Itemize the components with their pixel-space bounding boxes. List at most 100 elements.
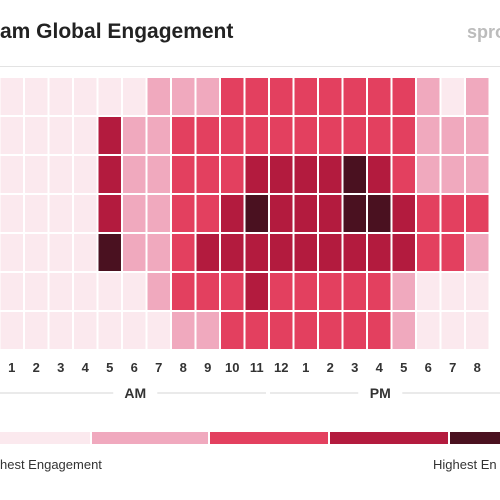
heatmap-cell (123, 234, 146, 271)
heatmap-cell (221, 117, 244, 154)
heatmap-cell (221, 156, 244, 193)
heatmap-cell (441, 234, 464, 271)
period-label: PM (370, 385, 391, 401)
legend-swatch (92, 432, 208, 444)
x-tick-label: 1 (8, 360, 15, 375)
heatmap-cell (417, 273, 440, 310)
heatmap-cell (368, 312, 391, 349)
heatmap-cell (123, 78, 146, 115)
heatmap-cell (466, 195, 489, 232)
heatmap-cell (441, 273, 464, 310)
heatmap-cell (368, 78, 391, 115)
heatmap-cell (392, 312, 415, 349)
heatmap-cell (392, 195, 415, 232)
heatmap-cell (196, 156, 219, 193)
heatmap-cell (221, 273, 244, 310)
heatmap-cell (74, 156, 97, 193)
x-tick-label: 7 (449, 360, 456, 375)
heatmap-cell (147, 156, 170, 193)
heatmap-cell (343, 195, 366, 232)
heatmap-cell (147, 195, 170, 232)
heatmap-cell (270, 117, 293, 154)
heatmap-cell (49, 234, 72, 271)
heatmap-cell (49, 273, 72, 310)
x-tick-label: 8 (474, 360, 481, 375)
heatmap-cell (172, 195, 195, 232)
x-tick-label: 2 (33, 360, 40, 375)
heatmap-cell (98, 156, 121, 193)
heatmap-cell (270, 312, 293, 349)
heatmap-cell (98, 234, 121, 271)
heatmap-cell (147, 78, 170, 115)
legend-swatch (330, 432, 448, 444)
heatmap-cell (270, 273, 293, 310)
heatmap-cell (270, 78, 293, 115)
heatmap-cell (25, 117, 48, 154)
heatmap-cell (0, 273, 23, 310)
heatmap-cell (245, 195, 268, 232)
heatmap-cell (74, 117, 97, 154)
heatmap-cell (172, 312, 195, 349)
heatmap-cell (98, 312, 121, 349)
x-tick-label: 6 (425, 360, 432, 375)
heatmap-cell (147, 273, 170, 310)
heatmap-cell (294, 195, 317, 232)
x-tick-label: 1 (302, 360, 309, 375)
heatmap-cell (147, 234, 170, 271)
heatmap-cell (172, 117, 195, 154)
heatmap-cell (0, 195, 23, 232)
heatmap-cell (466, 273, 489, 310)
heatmap-cell (196, 234, 219, 271)
heatmap-cell (441, 117, 464, 154)
heatmap-cell (147, 312, 170, 349)
x-tick-label: 4 (376, 360, 384, 375)
heatmap-cell (343, 117, 366, 154)
heatmap-cell (74, 234, 97, 271)
heatmap-cell (270, 234, 293, 271)
heatmap-cell (392, 156, 415, 193)
heatmap-cell (245, 117, 268, 154)
period-label: AM (124, 385, 146, 401)
heatmap-cell (147, 117, 170, 154)
heatmap-cell (392, 234, 415, 271)
heatmap-cell (319, 312, 342, 349)
heatmap-cell (319, 156, 342, 193)
heatmap-cell (368, 273, 391, 310)
x-tick-label: 5 (400, 360, 407, 375)
legend-low-label: hest Engagement (0, 457, 102, 472)
heatmap-cell (74, 195, 97, 232)
heatmap-cell (98, 195, 121, 232)
heatmap-cell (245, 234, 268, 271)
heatmap-cell (49, 195, 72, 232)
heatmap-cell (319, 195, 342, 232)
chart-title: am Global Engagement (0, 20, 234, 43)
x-tick-label: 9 (204, 360, 211, 375)
heatmap-cell (123, 273, 146, 310)
heatmap-cell (123, 156, 146, 193)
heatmap-cell (196, 117, 219, 154)
heatmap-cell (25, 273, 48, 310)
heatmap-cell (343, 234, 366, 271)
heatmap-cell (270, 195, 293, 232)
heatmap-cell (172, 156, 195, 193)
brand-logo: spro (467, 22, 500, 42)
heatmap-cell (294, 156, 317, 193)
x-tick-label: 4 (82, 360, 90, 375)
heatmap-cell (441, 78, 464, 115)
heatmap-cell (441, 195, 464, 232)
heatmap-cell (25, 195, 48, 232)
legend-swatch (210, 432, 328, 444)
heatmap-cell (221, 78, 244, 115)
x-tick-label: 6 (131, 360, 138, 375)
heatmap-cell (98, 78, 121, 115)
heatmap-cell (319, 234, 342, 271)
heatmap-cell (196, 273, 219, 310)
heatmap-cell (392, 273, 415, 310)
heatmap-cell (368, 234, 391, 271)
heatmap-cell (343, 312, 366, 349)
heatmap-cell (123, 117, 146, 154)
x-tick-label: 8 (180, 360, 187, 375)
heatmap-cell (294, 312, 317, 349)
heatmap-cell (270, 156, 293, 193)
